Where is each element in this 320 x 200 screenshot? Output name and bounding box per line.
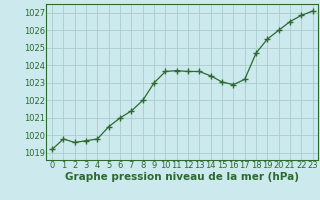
X-axis label: Graphe pression niveau de la mer (hPa): Graphe pression niveau de la mer (hPa) [65,172,300,182]
